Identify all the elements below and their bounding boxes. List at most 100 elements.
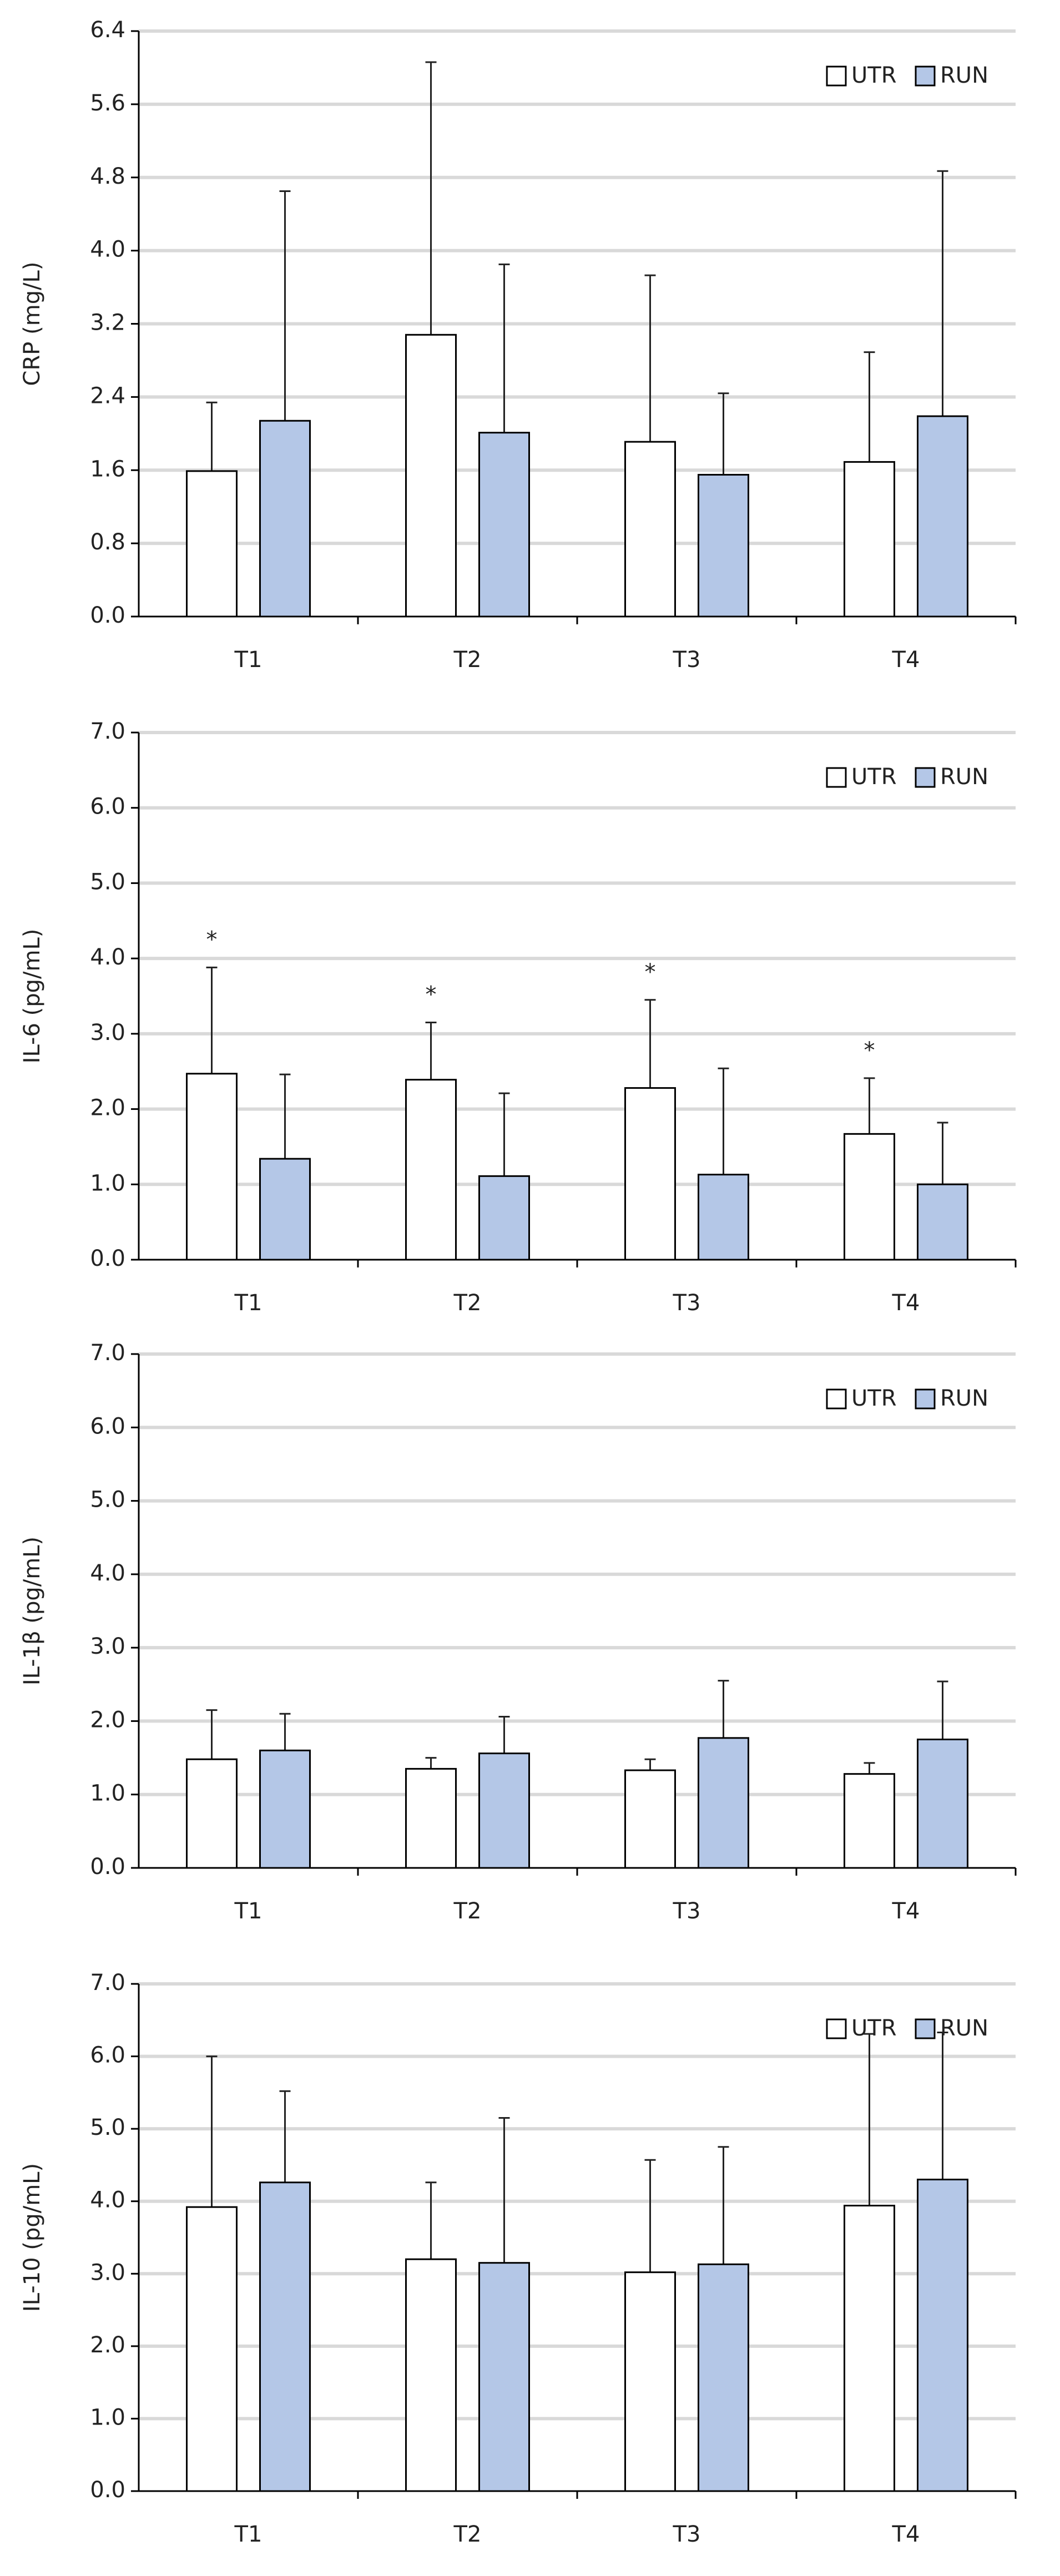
y-tick-label: 0.8 [90,529,125,555]
x-tick-label: T4 [892,2522,920,2547]
x-tick-label: T3 [673,1898,701,1924]
chart-panel: 0.0 0.8 1.6 2.4 3.2 4.0 4.8 5.6 6.4 CRP (mg/L) T1 T… [19,17,1017,673]
y-axis-label: IL-1β (pg/mL) [19,1537,45,1685]
bar [917,415,968,618]
x-tick-label: T1 [234,1290,263,1316]
bar [624,2271,676,2492]
bar [186,2206,238,2492]
y-tick-label: 4.0 [90,1560,125,1586]
y-tick-label: 6.4 [90,17,125,43]
bar [478,2262,530,2492]
legend-swatch [826,767,847,788]
x-tick-label: T4 [892,1898,920,1924]
bar [917,2179,968,2492]
y-tick-label: 3.2 [90,310,125,336]
bar [478,432,530,618]
x-tick-label: T3 [673,647,701,673]
y-tick-label: 7.0 [90,1970,125,1996]
y-axis-label: CRP (mg/L) [19,262,45,386]
legend-label: RUN [940,2016,988,2041]
x-tick-label: T2 [453,647,482,673]
y-tick-label: 4.0 [90,944,125,970]
bar [698,473,749,618]
x-tick-label: T2 [453,1290,482,1316]
legend-label: RUN [940,63,988,88]
bar [844,1133,895,1261]
y-tick-label: 4.0 [90,2188,125,2213]
bar [259,2181,311,2492]
bar [624,441,676,618]
y-tick-label: 3.0 [90,2260,125,2285]
bar [259,1158,311,1261]
y-tick-label: 6.0 [90,1413,125,1439]
y-tick-label: 4.0 [90,237,125,262]
legend-label: UTR [851,1386,897,1411]
legend-swatch [915,65,936,87]
legend-swatch [826,65,847,87]
y-tick-label: 5.0 [90,1487,125,1513]
bar [186,1758,238,1869]
annotation: * [426,982,437,1008]
bar [478,1175,530,1261]
legend-swatch [915,767,936,788]
y-axis-label: IL-6 (pg/mL) [19,929,45,1064]
y-tick-label: 1.0 [90,2405,125,2430]
annotation: * [206,927,218,952]
y-tick-label: 7.0 [90,1340,125,1366]
annotation: * [864,1038,875,1063]
bar [917,1739,968,1869]
x-tick-label: T3 [673,2522,701,2547]
y-tick-label: 2.4 [90,383,125,408]
bar [844,1773,895,1869]
legend-swatch [915,2018,936,2039]
y-tick-label: 3.0 [90,1634,125,1659]
y-tick-label: 0.0 [90,603,125,628]
x-tick-label: T2 [453,1898,482,1924]
y-tick-label: 5.6 [90,90,125,116]
bar [698,1174,749,1261]
x-tick-label: T1 [234,2522,263,2547]
y-tick-label: 5.0 [90,869,125,895]
chart-panel: 0.0 1.0 2.0 3.0 4.0 5.0 6.0 7.0 IL-6 (pg/mL) T1 T2… [19,719,1017,1316]
y-tick-label: 1.0 [90,1781,125,1806]
bar [698,2263,749,2492]
legend-label: UTR [851,63,897,88]
y-tick-label: 1.0 [90,1170,125,1196]
legend-label: UTR [851,764,897,790]
legend-label: RUN [940,1386,988,1411]
y-tick-label: 4.8 [90,164,125,189]
bar [844,2205,895,2492]
x-tick-label: T2 [453,2522,482,2547]
x-tick-label: T4 [892,647,920,673]
bar [405,334,457,618]
chart-panel: 0.0 1.0 2.0 3.0 4.0 5.0 6.0 7.0 IL-10 (pg/mL) T1 T… [19,1970,1017,2547]
y-tick-label: 2.0 [90,1707,125,1733]
chart-panel: 0.0 1.0 2.0 3.0 4.0 5.0 6.0 7.0 IL-1β (pg/mL) T1 T… [19,1340,1017,1924]
y-tick-label: 2.0 [90,1095,125,1121]
x-tick-label: T3 [673,1290,701,1316]
bar [624,1769,676,1869]
bar [844,461,895,618]
y-axis-label: IL-10 (pg/mL) [19,2163,45,2312]
bar [186,470,238,618]
y-tick-label: 2.0 [90,2332,125,2358]
x-tick-label: T4 [892,1290,920,1316]
y-tick-label: 6.0 [90,794,125,820]
legend-swatch [826,2018,847,2039]
legend-swatch [915,1388,936,1410]
legend-label: UTR [851,2016,897,2041]
bar [698,1737,749,1869]
y-tick-label: 5.0 [90,2115,125,2140]
y-tick-label: 3.0 [90,1020,125,1045]
bar [405,2258,457,2492]
y-tick-label: 0.0 [90,1854,125,1880]
y-tick-label: 7.0 [90,719,125,744]
y-tick-label: 0.0 [90,1246,125,1271]
y-tick-label: 6.0 [90,2043,125,2068]
y-tick-label: 0.0 [90,2477,125,2503]
legend-swatch [826,1388,847,1410]
bar [259,1749,311,1869]
bar [478,1752,530,1869]
bar [405,1079,457,1261]
bar [186,1073,238,1261]
